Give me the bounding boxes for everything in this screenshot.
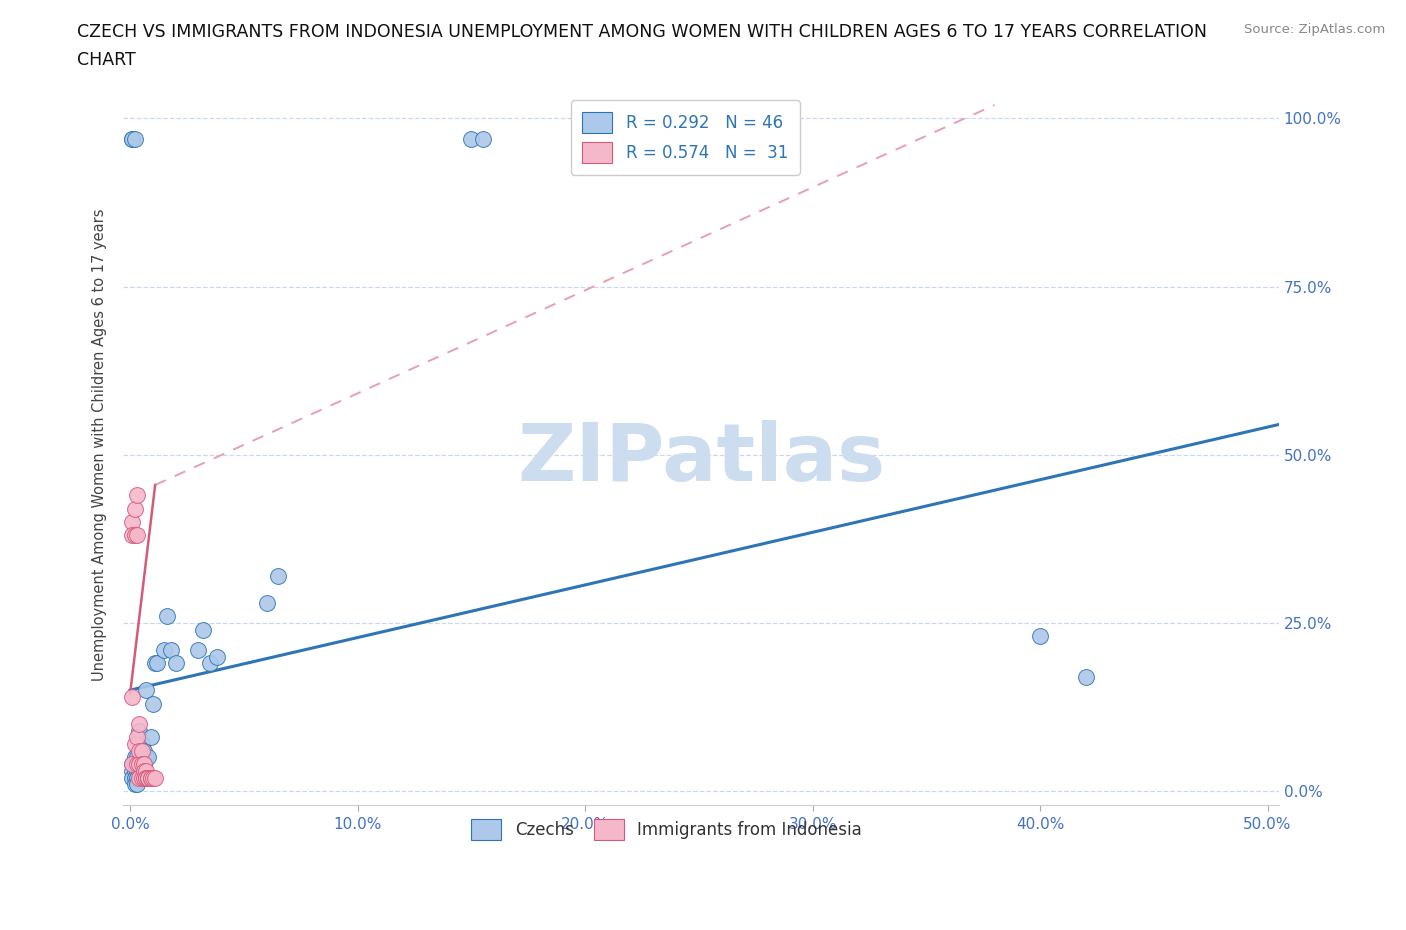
Point: [131, 743, 153, 758]
Point: [136, 770, 159, 785]
Point: [128, 770, 150, 785]
Point: [121, 689, 143, 704]
Point: [131, 757, 153, 772]
Point: [460, 131, 482, 146]
Point: [125, 730, 148, 745]
Point: [135, 750, 157, 764]
Point: [139, 770, 162, 785]
Point: [124, 777, 146, 791]
Point: [198, 656, 221, 671]
Point: [131, 764, 153, 778]
Point: [191, 622, 214, 637]
Point: [132, 764, 155, 778]
Point: [160, 643, 183, 658]
Point: [146, 656, 169, 671]
Text: CHART: CHART: [77, 51, 136, 69]
Point: [124, 750, 146, 764]
Point: [121, 764, 143, 778]
Point: [125, 757, 148, 772]
Point: [124, 501, 146, 516]
Point: [132, 757, 155, 772]
Point: [142, 697, 165, 711]
Point: [125, 764, 148, 778]
Point: [121, 131, 143, 146]
Point: [121, 757, 143, 772]
Point: [131, 757, 153, 772]
Point: [256, 595, 278, 610]
Point: [131, 750, 153, 764]
Point: [1074, 670, 1097, 684]
Point: [135, 770, 157, 785]
Point: [124, 737, 146, 751]
Text: Source: ZipAtlas.com: Source: ZipAtlas.com: [1244, 23, 1385, 36]
Point: [136, 770, 159, 785]
Point: [187, 643, 209, 658]
Point: [132, 770, 155, 785]
Point: [143, 770, 166, 785]
Point: [125, 528, 148, 543]
Point: [205, 649, 228, 664]
Point: [267, 568, 290, 583]
Point: [128, 743, 150, 758]
Legend: Czechs, Immigrants from Indonesia: Czechs, Immigrants from Indonesia: [461, 809, 872, 850]
Point: [128, 724, 150, 738]
Point: [121, 514, 143, 529]
Point: [125, 770, 148, 785]
Point: [132, 743, 155, 758]
Point: [142, 770, 165, 785]
Point: [125, 757, 148, 772]
Point: [124, 528, 146, 543]
Point: [125, 777, 148, 791]
Point: [124, 757, 146, 772]
Point: [128, 764, 150, 778]
Point: [155, 609, 177, 624]
Point: [1029, 629, 1052, 644]
Point: [132, 757, 155, 772]
Point: [135, 683, 157, 698]
Point: [121, 770, 143, 785]
Point: [125, 750, 148, 764]
Point: [128, 757, 150, 772]
Point: [121, 757, 143, 772]
Point: [136, 750, 159, 764]
Point: [153, 643, 176, 658]
Point: [128, 716, 150, 731]
Point: [131, 770, 153, 785]
Point: [121, 528, 143, 543]
Point: [136, 770, 159, 785]
Point: [135, 764, 157, 778]
Point: [143, 656, 166, 671]
Point: [139, 730, 162, 745]
Point: [471, 131, 494, 146]
Point: [124, 770, 146, 785]
Point: [131, 737, 153, 751]
Point: [135, 770, 157, 785]
Point: [139, 770, 162, 785]
Text: ZIPatlas: ZIPatlas: [517, 420, 886, 498]
Point: [121, 131, 143, 146]
Y-axis label: Unemployment Among Women with Children Ages 6 to 17 years: Unemployment Among Women with Children A…: [93, 208, 107, 681]
Point: [125, 487, 148, 502]
Point: [124, 764, 146, 778]
Point: [165, 656, 187, 671]
Point: [124, 131, 146, 146]
Point: [128, 757, 150, 772]
Text: CZECH VS IMMIGRANTS FROM INDONESIA UNEMPLOYMENT AMONG WOMEN WITH CHILDREN AGES 6: CZECH VS IMMIGRANTS FROM INDONESIA UNEMP…: [77, 23, 1208, 41]
